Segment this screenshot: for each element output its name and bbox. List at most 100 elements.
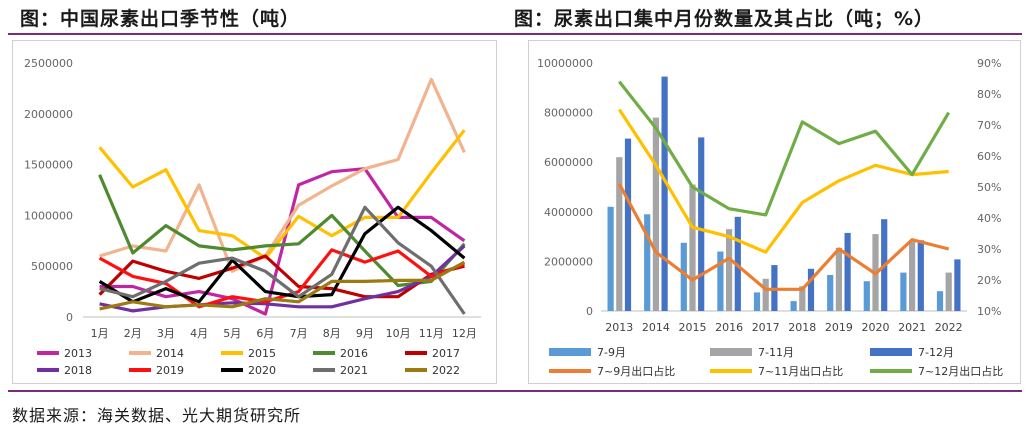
bar-7-12月-2019 [844, 232, 851, 311]
legend-label-2019: 2019 [156, 364, 184, 377]
concentration-chart-panel: 0 2000000 4000000 6000000 8000000 10000000 10%… [528, 40, 1021, 384]
seasonality-line-chart: 0 500000 1000000 1500000 2000000 2500000 1月 2月 3… [24, 57, 481, 377]
left-y-tick-label: 4000000 [544, 206, 593, 219]
bar-7-12月-2013 [624, 138, 632, 311]
bar-7-9月-2018 [790, 301, 797, 311]
legend-label-7~11月出口占比: 7~11月出口占比 [758, 364, 843, 378]
right-y-tick-label: 30% [977, 243, 1001, 256]
bar-7-11月-2019 [835, 247, 842, 311]
bar-7-9月-2015 [680, 242, 687, 311]
x-tick-label: 2022 [935, 321, 963, 334]
x-tick-label: 11月 [419, 327, 444, 340]
left-y-tick-label: 8000000 [544, 107, 593, 120]
left-y-tick-label: 2000000 [544, 255, 593, 268]
legend-label-7~9月出口占比: 7~9月出口占比 [597, 364, 675, 378]
bar-7-12月-2022 [954, 259, 961, 311]
y-tick-label: 2000000 [24, 108, 73, 121]
series-line-2013 [99, 167, 466, 316]
bar-7-11月-2022 [945, 272, 952, 311]
right-y-tick-label: 20% [977, 274, 1001, 287]
ratio-line-7~9月出口占比 [617, 183, 950, 291]
bar-7-11月-2021 [909, 241, 916, 311]
legend-label-2014: 2014 [156, 347, 184, 360]
x-tick-label: 4月 [190, 327, 208, 340]
bar-7-9月-2017 [753, 292, 761, 311]
series-line-2015 [98, 129, 466, 260]
x-tick-label: 7月 [290, 327, 308, 340]
legend-label-2021: 2021 [340, 364, 368, 377]
y-tick-label: 1000000 [24, 209, 73, 222]
footer-divider [8, 390, 1022, 392]
left-chart-title: 图：中国尿素出口季节性（吨） [20, 8, 301, 30]
x-tick-label: 2020 [862, 321, 890, 334]
legend-label-2016: 2016 [340, 347, 368, 360]
x-tick-label: 9月 [356, 327, 374, 340]
x-tick-label: 2015 [679, 321, 707, 334]
x-tick-label: 6月 [256, 327, 274, 340]
x-tick-label: 3月 [157, 327, 175, 340]
legend-label-7-12月: 7-12月 [918, 346, 954, 359]
legend-label-2015: 2015 [248, 347, 276, 360]
bar-7-11月-2018 [799, 286, 806, 311]
legend-label-2018: 2018 [64, 364, 92, 377]
left-y-tick-label: 0 [586, 305, 593, 318]
y-tick-label: 500000 [31, 260, 73, 273]
seasonality-chart-panel: 0 500000 1000000 1500000 2000000 2500000 1月 2月 3… [12, 40, 497, 384]
series-line-2014 [99, 77, 466, 273]
legend-label-7-11月: 7-11月 [758, 346, 794, 359]
x-tick-label: 2019 [825, 321, 853, 334]
x-tick-label: 2016 [715, 321, 743, 334]
x-tick-label: 2014 [642, 321, 670, 334]
bar-7-11月-2017 [762, 278, 769, 311]
bar-7-9月-2021 [900, 272, 907, 311]
bar-7-12月-2018 [807, 268, 815, 311]
right-y-tick-label: 60% [977, 150, 1001, 163]
bar-7-11月-2016 [726, 229, 733, 311]
series-line-2019 [98, 248, 465, 309]
x-tick-label: 8月 [323, 327, 341, 340]
series-line-2020 [98, 205, 466, 304]
ratio-line-7~12月出口占比 [618, 80, 951, 217]
x-tick-label: 2013 [605, 321, 633, 334]
legend-label-2020: 2020 [248, 364, 276, 377]
series-line-2021 [99, 205, 466, 315]
legend-swatch-7-12月 [870, 348, 912, 356]
left-y-tick-label: 10000000 [537, 57, 593, 70]
bar-7-12月-2014 [661, 76, 668, 311]
legend-label-7~12月出口占比: 7~12月出口占比 [918, 364, 1003, 378]
ratio-line-7~11月出口占比 [617, 108, 949, 254]
bar-7-9月-2013 [607, 206, 614, 311]
x-tick-label: 2021 [898, 321, 926, 334]
bar-7-9月-2014 [644, 214, 651, 311]
x-tick-label: 12月 [452, 327, 477, 340]
right-y-tick-label: 90% [977, 57, 1001, 70]
bar-7-11月-2015 [689, 184, 696, 311]
legend-swatch-7-11月 [710, 348, 752, 356]
bar-7-12月-2021 [917, 240, 924, 311]
right-y-tick-label: 50% [977, 181, 1001, 194]
x-tick-label: 2018 [788, 321, 816, 334]
right-y-tick-label: 10% [977, 305, 1001, 318]
bar-7-9月-2016 [717, 251, 724, 311]
right-chart-title: 图：尿素出口集中月份数量及其占比（吨；%） [514, 8, 935, 30]
right-y-tick-label: 80% [977, 88, 1001, 101]
legend-label-7-9月: 7-9月 [597, 346, 626, 359]
bar-7-11月-2013 [616, 157, 623, 311]
left-y-tick-label: 6000000 [544, 156, 593, 169]
bar-7-9月-2019 [827, 275, 834, 311]
header-divider [8, 33, 1022, 35]
right-y-tick-label: 40% [977, 212, 1001, 225]
x-tick-label: 2017 [752, 321, 780, 334]
y-tick-label: 0 [66, 311, 73, 324]
series-line-2016 [98, 174, 466, 288]
legend-label-2017: 2017 [432, 347, 460, 360]
legend-swatch-7-9月 [549, 348, 591, 356]
x-tick-label: 2月 [124, 327, 142, 340]
x-tick-label: 1月 [91, 327, 109, 340]
series-line-2022 [99, 260, 466, 311]
x-tick-label: 5月 [223, 327, 241, 340]
legend-label-2022: 2022 [432, 364, 460, 377]
bar-7-9月-2022 [936, 291, 944, 311]
x-tick-label: 10月 [386, 327, 411, 340]
data-source-note: 数据来源：海关数据、光大期货研究所 [12, 406, 302, 425]
